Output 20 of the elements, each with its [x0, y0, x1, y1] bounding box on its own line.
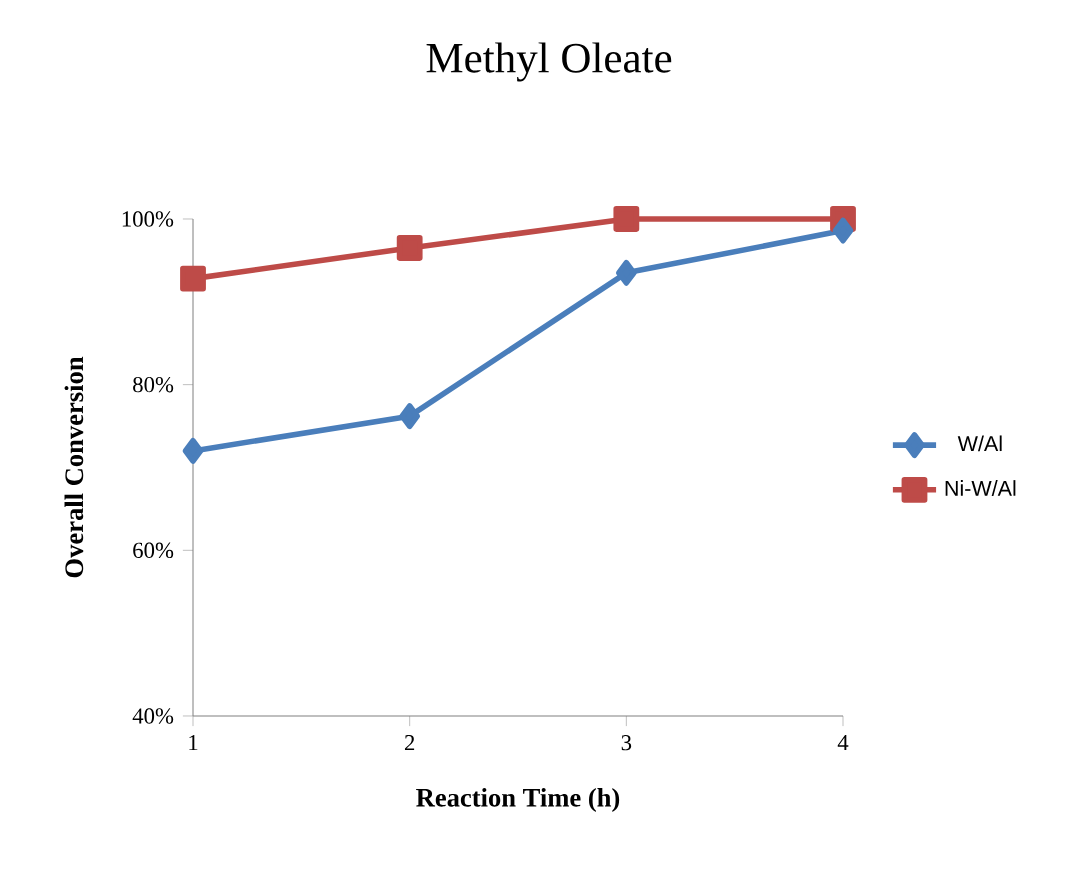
y-tick-label: 60%	[133, 542, 174, 559]
x-tick-label: 3	[621, 735, 632, 751]
point	[615, 259, 637, 286]
point	[396, 235, 423, 261]
point	[832, 217, 854, 244]
y-tick-label: 40%	[132, 708, 174, 724]
x-tick-label: 4	[837, 735, 849, 751]
chart-title: Methyl Oleate	[426, 42, 672, 82]
y-axis-title: Overall Conversion	[64, 356, 84, 578]
legend-label: W/Al	[957, 435, 1002, 452]
point	[613, 206, 640, 232]
point	[182, 438, 204, 464]
point	[399, 403, 421, 430]
legend-label: Ni-W/Al	[945, 480, 1016, 496]
x-tick-label: 2	[404, 735, 415, 751]
point	[180, 265, 206, 292]
y-tick-label: 100%	[122, 211, 174, 227]
y-tick-label: 80%	[133, 376, 174, 393]
x-axis-title: Reaction Time (h)	[416, 787, 620, 813]
x-tick-label: 1	[189, 735, 198, 751]
